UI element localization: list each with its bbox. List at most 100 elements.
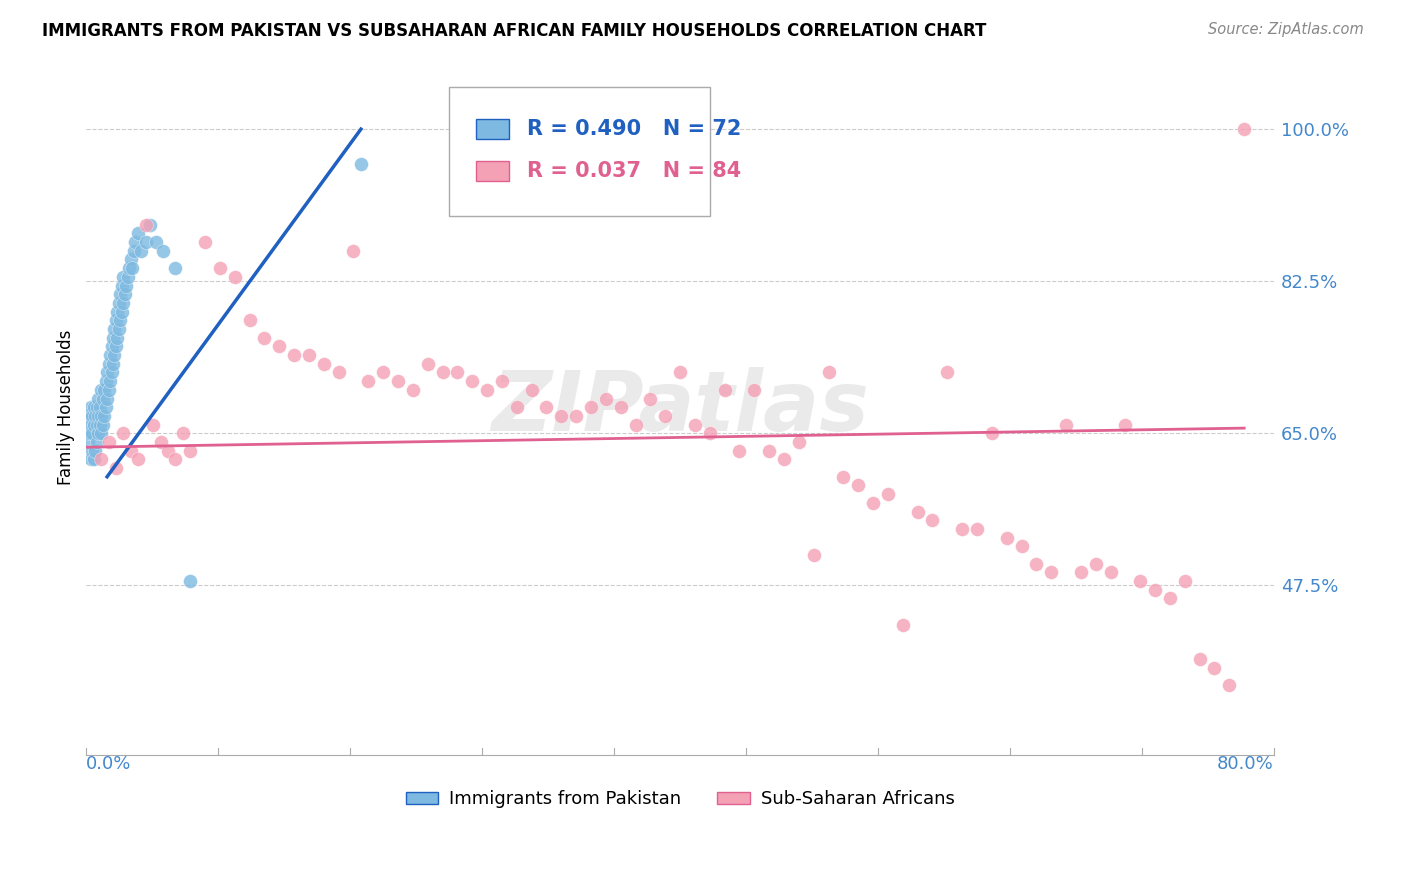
Point <box>1188 652 1211 666</box>
Point <box>98 348 121 362</box>
Point <box>565 409 588 423</box>
Point <box>446 366 468 380</box>
Text: R = 0.037   N = 84: R = 0.037 N = 84 <box>527 161 741 181</box>
Point <box>80 401 103 415</box>
Point <box>342 244 364 258</box>
Point <box>373 366 395 380</box>
Point <box>84 443 107 458</box>
Point <box>194 235 217 249</box>
Point <box>1204 661 1226 675</box>
Point <box>179 574 201 588</box>
Point <box>91 417 114 432</box>
Point <box>101 357 124 371</box>
Point <box>640 392 662 406</box>
Point <box>114 287 136 301</box>
Text: ZIPatlas: ZIPatlas <box>491 367 869 448</box>
Point <box>550 409 572 423</box>
Point <box>112 269 135 284</box>
Point <box>283 348 305 362</box>
Point <box>1218 678 1240 692</box>
Point <box>402 383 425 397</box>
Point <box>950 522 973 536</box>
Point <box>491 374 513 388</box>
Point <box>1084 557 1107 571</box>
Legend: Immigrants from Pakistan, Sub-Saharan Africans: Immigrants from Pakistan, Sub-Saharan Af… <box>398 783 962 815</box>
Point <box>787 435 810 450</box>
Point <box>1159 591 1181 606</box>
Point <box>97 357 120 371</box>
Point <box>93 383 115 397</box>
Point <box>82 409 104 423</box>
Point <box>77 409 100 423</box>
Point <box>97 383 120 397</box>
FancyBboxPatch shape <box>475 161 509 180</box>
Point <box>475 383 498 397</box>
Point <box>104 461 127 475</box>
Point <box>609 401 631 415</box>
Point <box>179 443 201 458</box>
Point <box>536 401 558 415</box>
Point <box>101 331 124 345</box>
Point <box>124 235 146 249</box>
Point <box>115 278 138 293</box>
Point <box>96 392 118 406</box>
Point <box>96 366 118 380</box>
Point <box>80 452 103 467</box>
Point <box>107 304 129 318</box>
Point <box>118 261 141 276</box>
Point <box>84 409 107 423</box>
Point <box>595 392 617 406</box>
Point <box>87 392 110 406</box>
Point <box>90 426 112 441</box>
Point <box>1040 566 1063 580</box>
Point <box>86 435 108 450</box>
Point <box>120 252 142 267</box>
Point <box>108 296 131 310</box>
Point <box>111 304 134 318</box>
Point <box>121 261 143 276</box>
Point <box>1144 582 1167 597</box>
Point <box>100 366 122 380</box>
Point <box>103 348 125 362</box>
Point <box>135 235 157 249</box>
Point <box>1129 574 1152 588</box>
Point <box>980 426 1002 441</box>
Point <box>122 244 145 258</box>
Point <box>127 227 149 241</box>
Point <box>89 401 111 415</box>
Point <box>103 322 125 336</box>
Point <box>90 409 112 423</box>
Point <box>90 452 112 467</box>
Point <box>98 374 121 388</box>
Point <box>416 357 439 371</box>
Point <box>107 331 129 345</box>
Point <box>654 409 676 423</box>
Point <box>1070 566 1092 580</box>
Point <box>1174 574 1197 588</box>
Point <box>624 417 647 432</box>
Point <box>142 417 165 432</box>
Point <box>172 426 194 441</box>
Point <box>139 218 162 232</box>
Point <box>111 278 134 293</box>
Point <box>298 348 321 362</box>
Point <box>80 417 103 432</box>
Point <box>129 244 152 258</box>
Point <box>110 287 132 301</box>
FancyBboxPatch shape <box>475 120 509 139</box>
Point <box>83 452 105 467</box>
Point <box>966 522 988 536</box>
Point <box>83 417 105 432</box>
Point <box>506 401 529 415</box>
Point <box>145 235 167 249</box>
Point <box>1011 539 1033 553</box>
Point <box>165 452 187 467</box>
Point <box>699 426 721 441</box>
Point <box>328 366 350 380</box>
Point <box>387 374 409 388</box>
Point <box>350 157 373 171</box>
Point <box>156 443 179 458</box>
Text: 0.0%: 0.0% <box>86 755 132 772</box>
Point <box>104 313 127 327</box>
Point <box>86 401 108 415</box>
